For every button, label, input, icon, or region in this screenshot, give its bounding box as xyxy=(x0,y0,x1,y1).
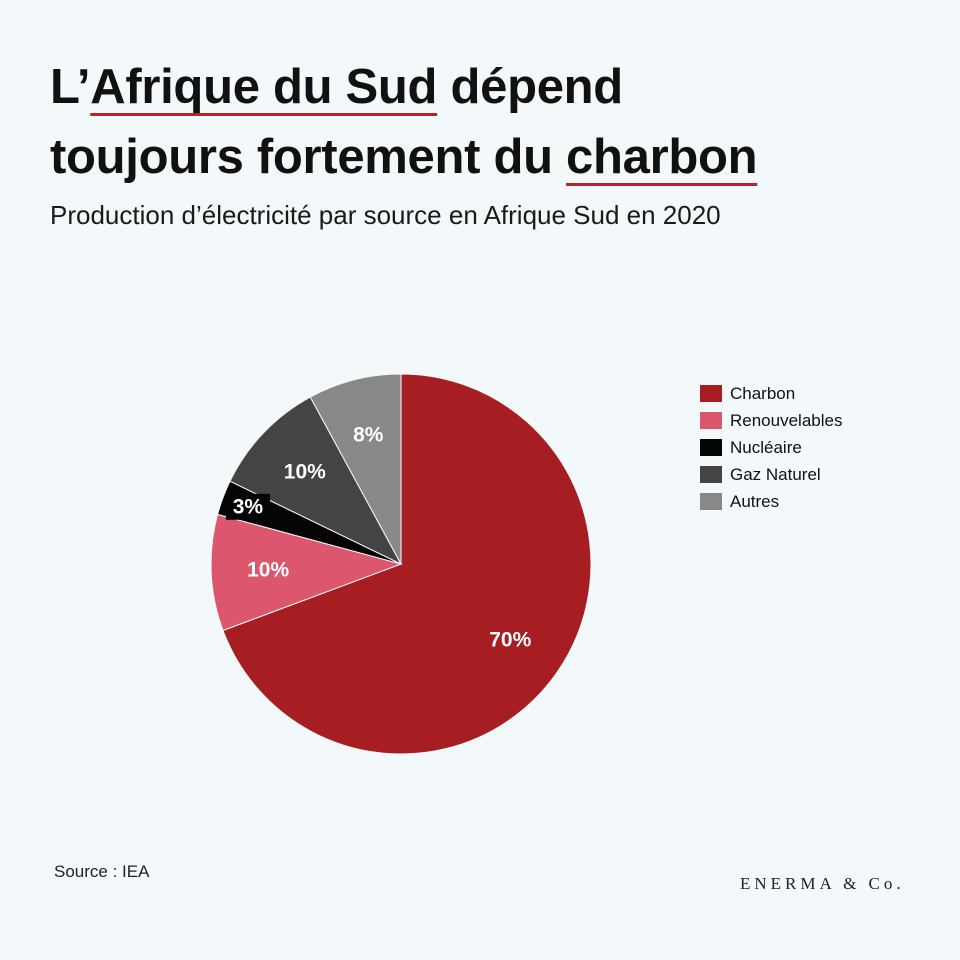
title-highlight-country: Afrique du Sud xyxy=(90,60,438,114)
legend-swatch xyxy=(700,466,722,483)
legend-item-0: Charbon xyxy=(700,380,842,407)
legend-item-3: Gaz Naturel xyxy=(700,461,842,488)
legend: Charbon Renouvelables Nucléaire Gaz Naturel… xyxy=(700,380,842,515)
chart-title: L’Afrique du Sud dépend toujours forteme… xyxy=(50,52,930,192)
legend-swatch xyxy=(700,493,722,510)
pie-label-text-3: 10% xyxy=(284,461,326,484)
title-line-1: L’Afrique du Sud dépend xyxy=(50,52,930,122)
legend-swatch xyxy=(700,412,722,429)
legend-label: Charbon xyxy=(730,383,796,403)
pie-label-0: 70% xyxy=(489,628,531,651)
title-line-2: toujours fortement du charbon xyxy=(50,122,930,192)
pie-slice-3 xyxy=(229,396,403,566)
pie-slice-4 xyxy=(309,373,402,565)
pie-slice-1 xyxy=(210,513,403,632)
brand-logo: ENERMA & Co. xyxy=(740,874,905,893)
legend-item-2: Nucléaire xyxy=(700,434,842,461)
source-note: Source : IEA xyxy=(54,862,150,881)
title-text: dépend xyxy=(437,60,624,114)
title-text: L’ xyxy=(50,60,91,114)
legend-label: Renouvelables xyxy=(730,410,843,430)
legend-label: Gaz Naturel xyxy=(730,464,821,484)
pie-label-text-4: 8% xyxy=(353,424,384,447)
title-highlight-coal: charbon xyxy=(566,130,758,184)
legend-label: Autres xyxy=(730,491,780,511)
pie-slice-0 xyxy=(222,373,592,755)
chart-subtitle: Production d’électricité par source en A… xyxy=(50,200,721,230)
pie-label-text-1: 10% xyxy=(247,559,289,582)
legend-swatch xyxy=(700,385,722,402)
pie-label-text-0: 70% xyxy=(489,628,531,651)
pie-label-1: 10% xyxy=(247,559,289,582)
title-text: toujours fortement du xyxy=(50,130,567,184)
pie-label-2: 3% xyxy=(225,493,270,520)
legend-item-1: Renouvelables xyxy=(700,407,842,434)
pie-label-bg-2 xyxy=(225,493,270,520)
legend-swatch xyxy=(700,439,722,456)
pie-label-text-2: 3% xyxy=(233,495,264,518)
legend-label: Nucléaire xyxy=(730,437,802,457)
pie-label-3: 10% xyxy=(284,461,326,484)
legend-item-4: Autres xyxy=(700,488,842,515)
pie-label-4: 8% xyxy=(353,424,384,447)
